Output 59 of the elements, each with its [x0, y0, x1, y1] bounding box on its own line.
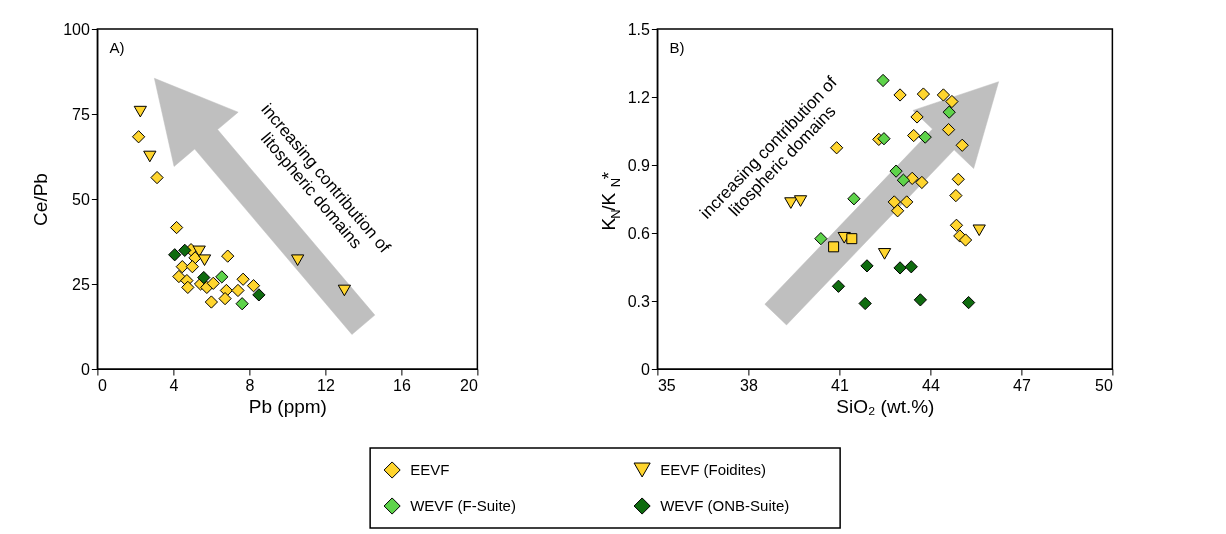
y-tick-label: 0: [80, 360, 90, 378]
point: [172, 269, 186, 284]
point: [215, 270, 229, 284]
y-tick-label: 0: [640, 360, 650, 378]
x-tick-label: 4: [169, 376, 179, 394]
y-tick-label: 0.9: [627, 156, 650, 174]
x-tick-label: 20: [460, 376, 478, 394]
x-axis-title: Pb (ppm): [248, 395, 327, 417]
point: [133, 105, 147, 118]
point: [218, 292, 232, 306]
legend-label: EEVF: [410, 461, 450, 478]
point: [150, 170, 164, 185]
annotation: B): [669, 39, 685, 56]
y-axis-title: KN/KN*: [598, 171, 624, 231]
y-tick-label: 0.6: [627, 224, 650, 242]
x-axis-title: SiO₂ (wt.%): [836, 395, 935, 417]
x-tick-label: 35: [657, 376, 676, 394]
legend-label: EEVF (Foidites): [660, 461, 766, 478]
point: [192, 245, 206, 258]
point: [168, 248, 182, 262]
point: [221, 249, 235, 263]
y-tick-label: 25: [72, 275, 90, 293]
point: [181, 280, 195, 295]
point: [175, 260, 189, 274]
x-tick-label: 0: [97, 376, 107, 394]
point: [337, 284, 351, 297]
y-tick-label: 50: [72, 190, 90, 208]
y-tick-label: 100: [63, 20, 90, 38]
point: [235, 297, 249, 311]
x-tick-label: 12: [316, 376, 335, 394]
point: [246, 279, 261, 293]
x-tick-label: 44: [921, 376, 940, 394]
x-tick-label: 47: [1012, 376, 1031, 394]
x-tick-label: 8: [245, 376, 255, 394]
y-tick-label: 75: [72, 105, 90, 123]
point: [185, 260, 199, 274]
point: [231, 283, 245, 298]
x-tick-label: 16: [392, 376, 411, 394]
point: [206, 276, 220, 290]
y-tick-label: 0.3: [627, 292, 650, 310]
y-tick-label: 1.2: [627, 88, 650, 106]
point: [178, 243, 192, 257]
point: [169, 220, 184, 235]
point: [131, 130, 146, 144]
legend-label: WEVF (F-Suite): [410, 497, 516, 514]
point: [197, 270, 211, 285]
point: [197, 254, 212, 266]
x-tick-label: 38: [739, 376, 758, 394]
point: [204, 295, 218, 309]
x-tick-label: 50: [1095, 376, 1113, 394]
legend-label: WEVF (ONB-Suite): [660, 497, 790, 514]
point: [291, 254, 305, 266]
y-axis-title: Ce/Pb: [30, 173, 52, 226]
point: [236, 272, 250, 286]
point: [252, 288, 266, 302]
x-tick-label: 41: [830, 376, 849, 394]
y-tick-label: 1.5: [627, 20, 650, 38]
annotation: A): [109, 39, 125, 56]
point: [143, 150, 157, 163]
